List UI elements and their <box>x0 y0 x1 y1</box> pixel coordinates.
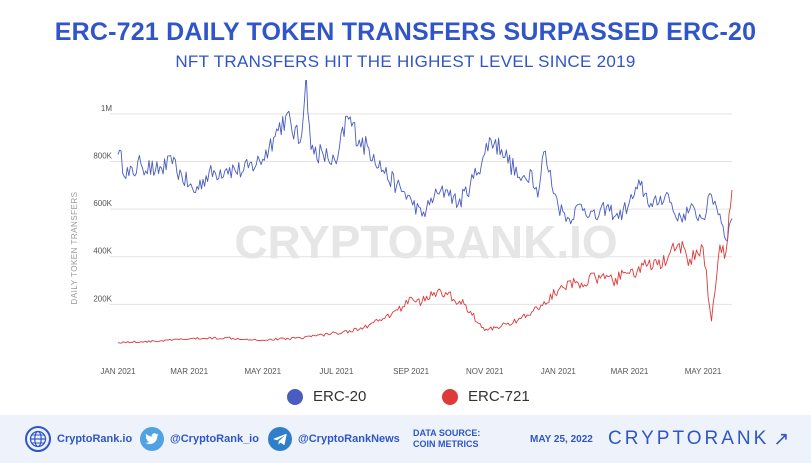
y-tick-label-1: 400K <box>93 247 112 256</box>
x-tick-label-7: MAR 2021 <box>611 367 649 376</box>
legend-dot-erc721 <box>442 388 458 405</box>
series-line-erc721 <box>117 189 733 344</box>
footer-telegram-text: @CryptoRankNews <box>298 433 400 445</box>
x-tick-label-2: MAY 2021 <box>244 367 281 376</box>
footer-data-source: DATA SOURCE: COIN METRICS <box>413 415 480 463</box>
legend: ERC-20 ERC-721 <box>0 388 811 412</box>
x-tick-label-5: NOV 2021 <box>466 367 504 376</box>
x-tick-label-6: JAN 2021 <box>541 367 577 376</box>
x-tick-label-4: SEP 2021 <box>393 367 429 376</box>
brand-logo-text: CRYPTORANK <box>608 428 770 449</box>
x-tick-label-1: MAR 2021 <box>170 367 208 376</box>
footer-website-text: CryptoRank.io <box>57 433 133 445</box>
x-tick-label-3: JUL 2021 <box>319 367 354 376</box>
data-source-label: DATA SOURCE: <box>413 428 481 438</box>
chart-title: ERC-721 DAILY TOKEN TRANSFERS SURPASSED … <box>54 18 757 46</box>
x-axis-ticks: JAN 2021 MAR 2021 MAY 2021 JUL 2021 SEP 2021… <box>100 367 721 376</box>
chart-subtitle: NFT TRANSFERS HIT THE HIGHEST LEVEL SINC… <box>175 52 636 71</box>
x-tick-label-0: JAN 2021 <box>100 367 136 376</box>
footer-twitter[interactable]: @CryptoRank_io <box>140 415 259 463</box>
y-tick-label-0: 200K <box>93 294 112 303</box>
legend-label-erc721: ERC-721 <box>468 388 530 405</box>
x-tick-label-8: MAY 2021 <box>685 367 722 376</box>
twitter-icon <box>140 427 164 451</box>
legend-label-erc20: ERC-20 <box>313 388 367 405</box>
legend-item-erc20: ERC-20 <box>287 388 366 405</box>
footer-bar: CryptoRank.io @CryptoRank_io @CryptoRank… <box>0 415 811 463</box>
watermark-text: CRYPTORANK.IO <box>234 216 617 268</box>
arrow-up-right-icon: ↗ <box>773 428 790 450</box>
footer-twitter-text: @CryptoRank_io <box>170 433 259 445</box>
data-source-value: COIN METRICS <box>413 439 479 449</box>
report-date: MAY 25, 2022 <box>530 433 593 445</box>
y-axis-label: DAILY TOKEN TRANSFERS <box>70 192 79 305</box>
series-line-erc20 <box>117 80 733 242</box>
footer-date: MAY 25, 2022 <box>530 415 593 463</box>
telegram-icon <box>268 427 292 451</box>
legend-dot-erc20 <box>287 388 303 405</box>
y-axis-ticks: 200K 400K 600K 800K 1M <box>93 104 112 304</box>
footer-brand: CRYPTORANK ↗ <box>608 415 789 463</box>
globe-icon <box>25 426 51 452</box>
series-layer <box>117 80 733 344</box>
legend-item-erc721: ERC-721 <box>442 388 530 405</box>
y-tick-label-4: 1M <box>101 104 112 113</box>
y-tick-label-3: 800K <box>93 151 112 160</box>
footer-website[interactable]: CryptoRank.io <box>25 415 132 463</box>
y-tick-label-2: 600K <box>93 199 112 208</box>
line-chart: CRYPTORANK.IO 200K 400K 600K 800K 1M JAN 202… <box>70 80 733 376</box>
footer-telegram[interactable]: @CryptoRankNews <box>268 415 400 463</box>
